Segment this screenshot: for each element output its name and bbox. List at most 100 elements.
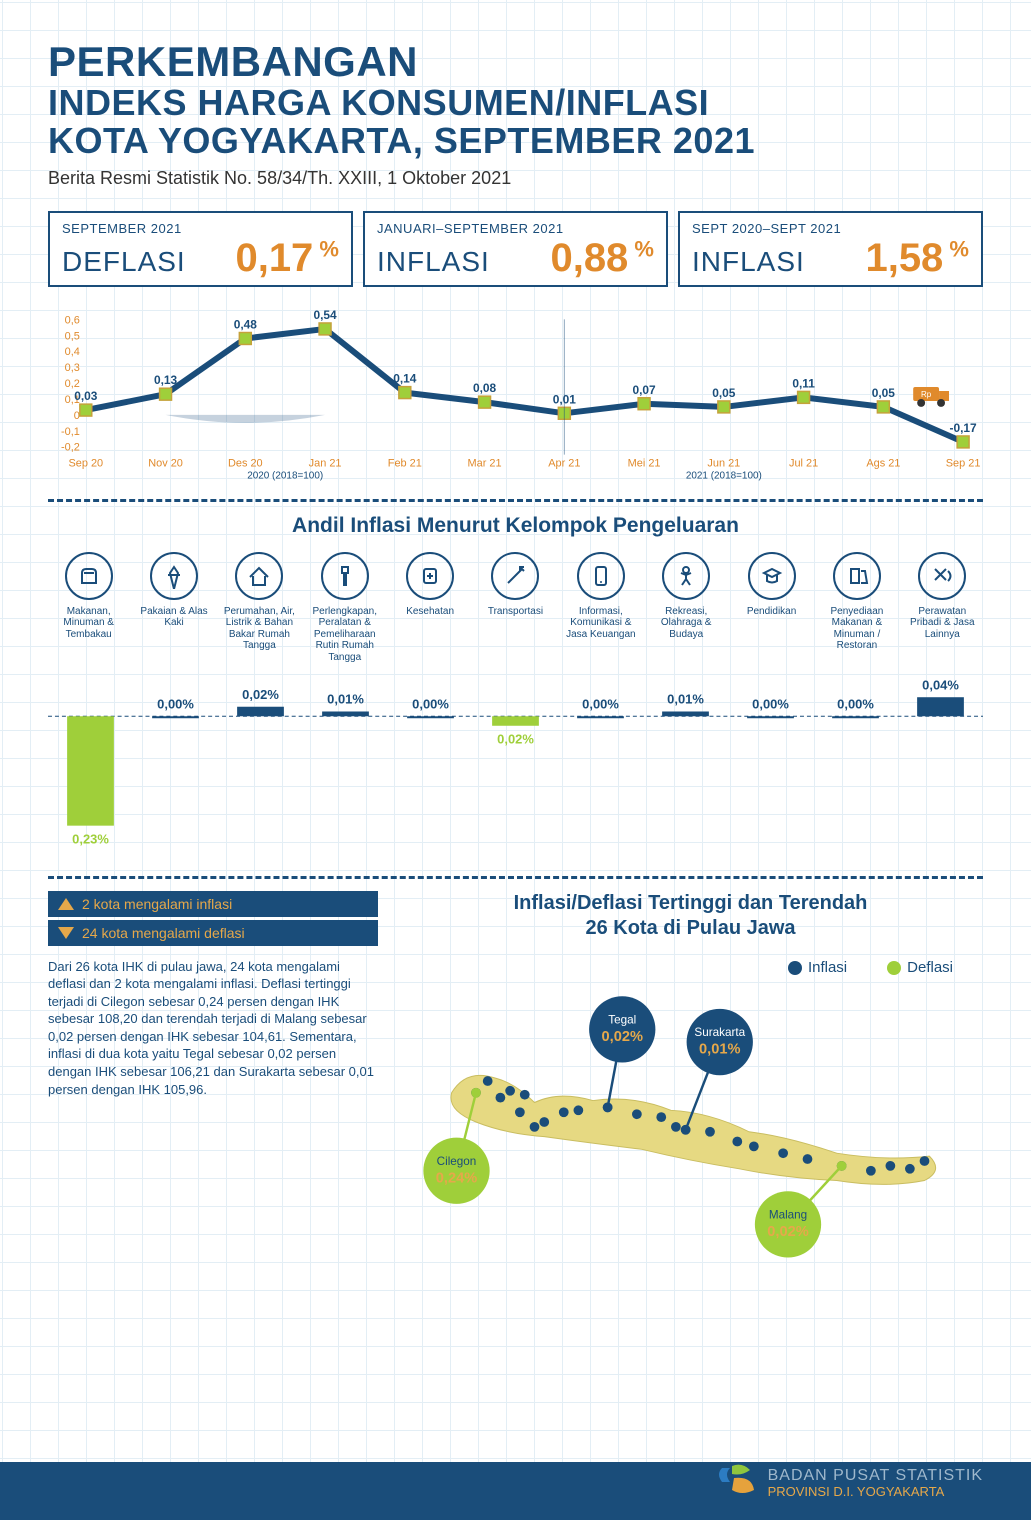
svg-text:0,01%: 0,01% [699, 1041, 740, 1057]
svg-text:0,02%: 0,02% [767, 1224, 808, 1240]
svg-text:Jun 21: Jun 21 [707, 457, 740, 469]
svg-text:0,02%: 0,02% [242, 686, 279, 701]
divider-2 [48, 876, 983, 879]
group-item: Makanan, Minuman & Tembakau [48, 552, 129, 664]
stat-label: INFLASI [377, 246, 490, 278]
stat-value: 0,17 % [235, 236, 339, 281]
stat-box-2: SEPT 2020–SEPT 2021 INFLASI 1,58 % [678, 211, 983, 287]
group-icon [406, 552, 454, 600]
svg-text:0,04%: 0,04% [922, 677, 959, 692]
stat-value: 1,58 % [865, 236, 969, 281]
svg-text:Surakarta: Surakarta [694, 1026, 745, 1039]
java-title-l2: 26 Kota di Pulau Jawa [585, 917, 795, 939]
group-icon [65, 552, 113, 600]
svg-text:Sep 21: Sep 21 [946, 457, 981, 469]
svg-text:0,02%: 0,02% [497, 731, 534, 746]
java-title-l1: Inflasi/Deflasi Tertinggi dan Terendah [514, 892, 868, 914]
svg-text:0,00%: 0,00% [157, 696, 194, 711]
svg-text:Tegal: Tegal [608, 1013, 636, 1026]
group-icon [833, 552, 881, 600]
group-icon [235, 552, 283, 600]
svg-text:0: 0 [74, 410, 80, 422]
group-label: Pendidikan [747, 606, 796, 664]
title-line-2: INDEKS HARGA KONSUMEN/INFLASI [48, 84, 983, 122]
svg-text:-0,2: -0,2 [61, 441, 80, 453]
legend-inflasi-count: 2 kota mengalami inflasi [48, 891, 378, 917]
title-block: PERKEMBANGAN INDEKS HARGA KONSUMEN/INFLA… [48, 40, 983, 160]
footer: BADAN PUSAT STATISTIK PROVINSI D.I. YOGY… [0, 1462, 1031, 1520]
group-bar-chart: 0,23%0,00%0,02%0,01%0,00%0,02%0,00%0,01%… [48, 668, 983, 858]
svg-text:0,54: 0,54 [313, 308, 337, 322]
group-icon [150, 552, 198, 600]
svg-text:Sep 20: Sep 20 [68, 457, 103, 469]
title-line-1: PERKEMBANGAN [48, 40, 983, 84]
svg-text:0,13: 0,13 [154, 373, 178, 387]
svg-text:Mar 21: Mar 21 [468, 457, 502, 469]
stat-box-1: JANUARI–SEPTEMBER 2021 INFLASI 0,88 % [363, 211, 668, 287]
group-item: Informasi, Komunikasi & Jasa Keuangan [560, 552, 641, 664]
group-label: Perawatan Pribadi & Jasa Lainnya [902, 606, 983, 664]
group-item: Perlengkapan, Peralatan & Pemeliharaan R… [304, 552, 385, 664]
stat-box-0: SEPTEMBER 2021 DEFLASI 0,17 % [48, 211, 353, 287]
group-label: Informasi, Komunikasi & Jasa Keuangan [560, 606, 641, 664]
group-icons-row: Makanan, Minuman & Tembakau Pakaian & Al… [48, 552, 983, 664]
svg-text:2021 (2018=100): 2021 (2018=100) [686, 470, 762, 480]
svg-text:0,01%: 0,01% [667, 691, 704, 706]
legend-up-text: 2 kota mengalami inflasi [82, 896, 232, 912]
group-icon [918, 552, 966, 600]
svg-text:0,00%: 0,00% [412, 696, 449, 711]
legend-down-text: 24 kota mengalami deflasi [82, 925, 245, 941]
svg-text:-0,17: -0,17 [950, 421, 978, 435]
svg-text:Malang: Malang [769, 1208, 807, 1221]
svg-text:0,3: 0,3 [65, 362, 80, 374]
svg-text:0,14: 0,14 [393, 371, 417, 385]
group-item: Pakaian & Alas Kaki [133, 552, 214, 664]
group-item: Perawatan Pribadi & Jasa Lainnya [902, 552, 983, 664]
java-section: 2 kota mengalami inflasi 24 kota mengala… [48, 891, 983, 1262]
svg-text:Mei 21: Mei 21 [628, 457, 661, 469]
svg-text:0,48: 0,48 [234, 317, 258, 331]
footer-org-l2: PROVINSI D.I. YOGYAKARTA [768, 1485, 983, 1499]
group-label: Kesehatan [406, 606, 454, 664]
svg-text:Jan 21: Jan 21 [309, 457, 342, 469]
svg-text:0,00%: 0,00% [582, 696, 619, 711]
svg-text:Apr 21: Apr 21 [548, 457, 580, 469]
triangle-down-icon [58, 927, 74, 939]
svg-text:Cilegon: Cilegon [437, 1155, 477, 1168]
svg-text:Des 20: Des 20 [228, 457, 263, 469]
svg-text:2020 (2018=100): 2020 (2018=100) [247, 470, 323, 480]
group-item: Perumahan, Air, Listrik & Bahan Bakar Ru… [219, 552, 300, 664]
svg-text:-0,1: -0,1 [61, 425, 80, 437]
group-label: Transportasi [488, 606, 543, 664]
svg-text:0,05: 0,05 [712, 386, 736, 400]
svg-text:0,24%: 0,24% [436, 1170, 477, 1186]
group-icon [662, 552, 710, 600]
svg-text:0,5: 0,5 [65, 330, 80, 342]
group-item: Kesehatan [389, 552, 470, 664]
svg-text:0,01%: 0,01% [327, 691, 364, 706]
group-label: Perumahan, Air, Listrik & Bahan Bakar Ru… [219, 606, 300, 664]
java-description: Dari 26 kota IHK di pulau jawa, 24 kota … [48, 958, 378, 1098]
stat-label: DEFLASI [62, 246, 186, 278]
java-right: Inflasi/Deflasi Tertinggi dan Terendah 2… [398, 891, 983, 1262]
group-icon [748, 552, 796, 600]
map-legend: Inflasi Deflasi [398, 959, 953, 976]
stat-label: INFLASI [692, 246, 805, 278]
group-label: Pakaian & Alas Kaki [133, 606, 214, 664]
divider-1 [48, 499, 983, 502]
group-icon [321, 552, 369, 600]
group-label: Rekreasi, Olahraga & Budaya [646, 606, 727, 664]
legend-deflasi-count: 24 kota mengalami deflasi [48, 920, 378, 946]
footer-logo: BADAN PUSAT STATISTIK PROVINSI D.I. YOGY… [712, 1460, 983, 1506]
svg-text:0,11: 0,11 [792, 376, 815, 390]
java-left: 2 kota mengalami inflasi 24 kota mengala… [48, 891, 378, 1262]
stat-boxes: SEPTEMBER 2021 DEFLASI 0,17 % JANUARI–SE… [48, 211, 983, 287]
groups-title: Andil Inflasi Menurut Kelompok Pengeluar… [48, 514, 983, 538]
subtitle: Berita Resmi Statistik No. 58/34/Th. XXI… [48, 168, 983, 189]
svg-text:0,05: 0,05 [872, 386, 896, 400]
triangle-up-icon [58, 898, 74, 910]
group-item: Rekreasi, Olahraga & Budaya [646, 552, 727, 664]
group-item: Penyediaan Makanan & Minuman / Restoran [816, 552, 897, 664]
svg-text:0,08: 0,08 [473, 381, 497, 395]
stat-value: 0,88 % [550, 236, 654, 281]
